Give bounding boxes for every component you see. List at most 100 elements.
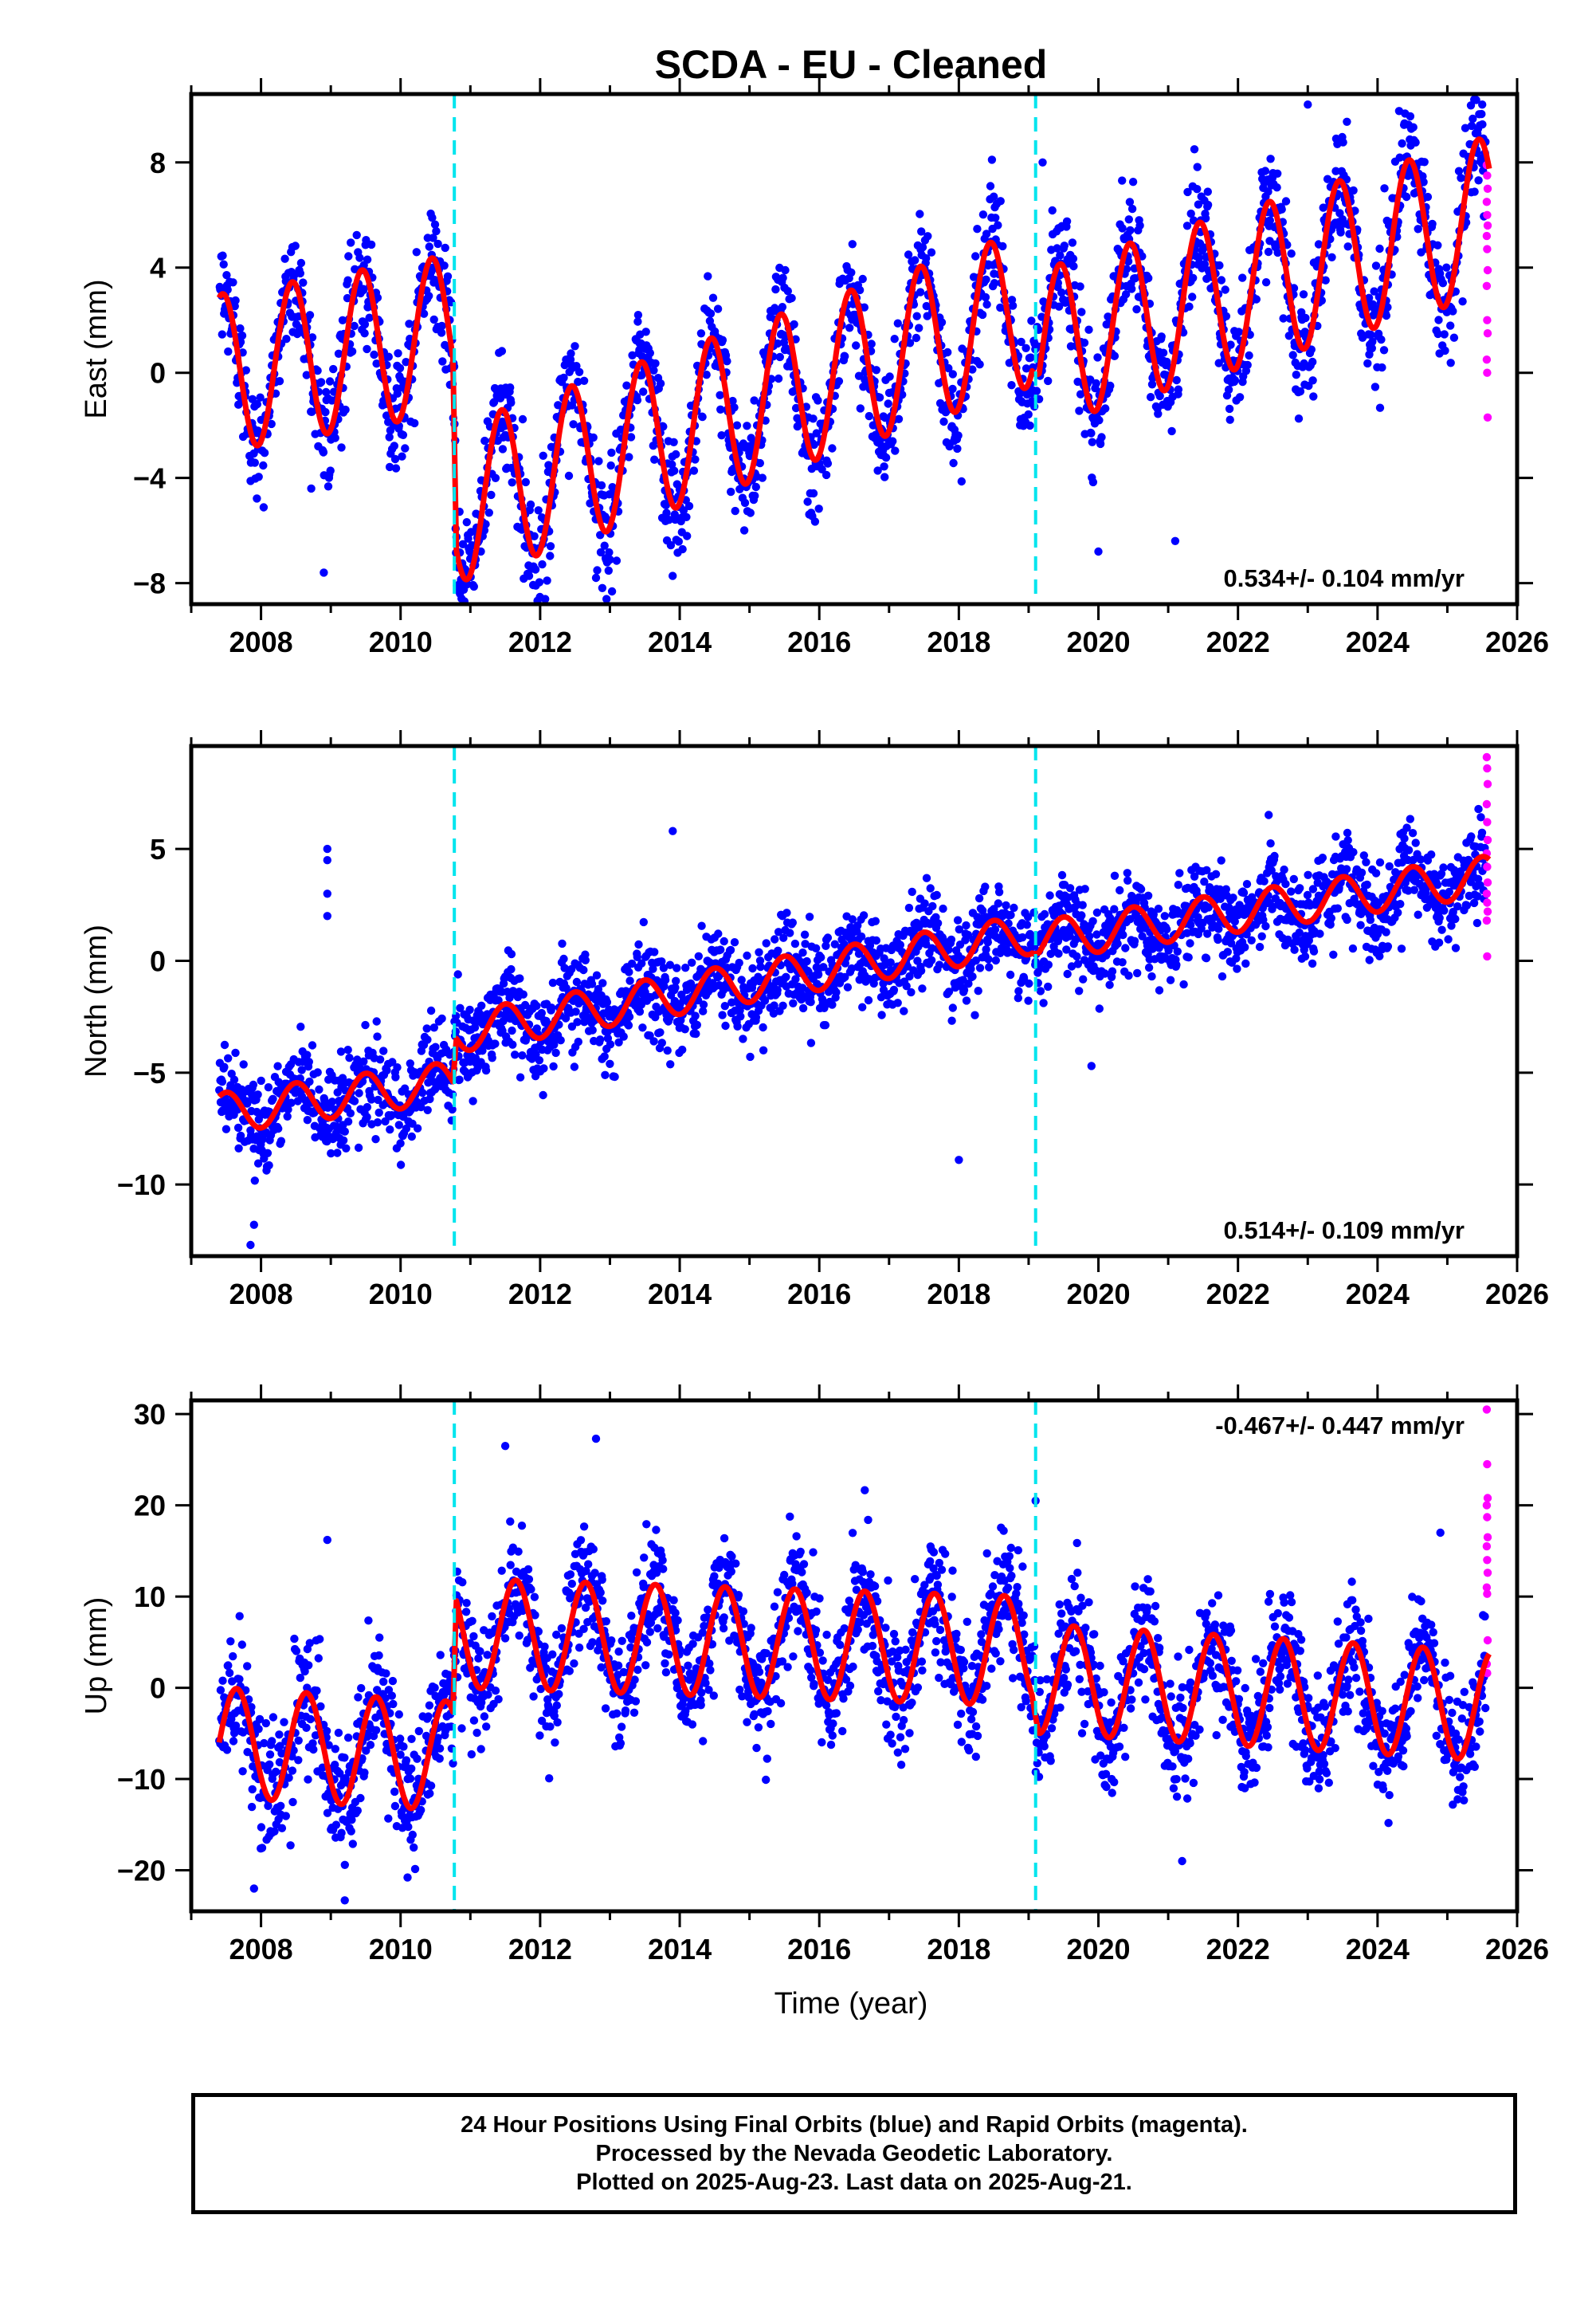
final-orbit-point (1247, 936, 1256, 945)
final-orbit-point (1026, 353, 1035, 362)
final-orbit-point (224, 1054, 233, 1063)
final-orbit-point (639, 917, 648, 927)
final-orbit-point (1394, 908, 1402, 917)
final-orbit-point (223, 285, 232, 294)
final-orbit-point (994, 899, 1003, 908)
final-orbit-point (698, 412, 707, 422)
final-orbit-point (889, 985, 899, 995)
final-orbit-point (939, 904, 947, 913)
final-orbit-point (876, 993, 886, 1002)
final-orbit-point (779, 933, 788, 942)
final-orbit-point (1402, 192, 1411, 202)
final-orbit-point (773, 986, 782, 995)
final-orbit-point (978, 906, 987, 915)
final-orbit-point (903, 962, 912, 971)
final-orbit-point (336, 1047, 346, 1056)
final-orbit-point (1106, 381, 1115, 391)
final-orbit-point (284, 1105, 292, 1114)
final-orbit-point (1186, 939, 1194, 948)
rapid-orbit-point (1483, 171, 1492, 180)
final-orbit-point (574, 377, 582, 387)
final-orbit-point (856, 404, 865, 413)
final-orbit-point (1295, 928, 1304, 937)
final-orbit-point (1457, 174, 1465, 183)
final-orbit-point (665, 516, 673, 524)
final-orbit-point (1193, 163, 1202, 171)
final-orbit-point (393, 1063, 402, 1072)
final-orbit-point (1128, 178, 1138, 187)
final-orbit-point (265, 1160, 273, 1170)
final-orbit-point (559, 373, 568, 383)
final-orbit-point (429, 234, 437, 242)
final-orbit-point (727, 998, 736, 1007)
final-orbit-point (968, 972, 977, 981)
final-orbit-point (778, 1001, 787, 1011)
final-orbit-point (1100, 969, 1110, 978)
final-orbit-point (579, 965, 588, 975)
final-orbit-point (443, 272, 453, 281)
final-orbit-point (1477, 828, 1487, 838)
final-orbit-point (788, 918, 797, 927)
final-orbit-point (625, 976, 634, 985)
final-orbit-point (996, 197, 1005, 206)
final-orbit-point (812, 429, 821, 438)
final-orbit-point (425, 242, 433, 251)
final-orbit-point (708, 293, 718, 302)
final-orbit-point (1057, 288, 1066, 297)
final-orbit-point (1371, 869, 1381, 878)
x-tick-label: 2008 (229, 626, 293, 658)
final-orbit-point (1076, 282, 1084, 291)
final-orbit-point (1367, 330, 1375, 340)
final-orbit-point (1333, 904, 1343, 913)
final-orbit-point (1056, 251, 1065, 260)
final-orbit-point (363, 1113, 371, 1121)
final-orbit-point (1038, 158, 1047, 167)
final-orbit-point (746, 1052, 755, 1062)
final-orbit-point (231, 296, 240, 305)
final-orbit-point (437, 321, 446, 331)
x-tick-label: 2016 (787, 626, 851, 658)
final-orbit-point (774, 946, 782, 956)
final-orbit-point (718, 336, 727, 344)
final-orbit-point (1159, 348, 1168, 357)
final-orbit-point (737, 976, 746, 984)
rapid-orbit-point (1482, 752, 1492, 762)
final-orbit-point (564, 471, 574, 481)
final-orbit-point (625, 968, 633, 976)
final-orbit-point (1264, 247, 1273, 257)
panel-frame (189, 744, 1520, 1259)
final-orbit-point (939, 417, 948, 426)
final-orbit-point (561, 1014, 571, 1023)
final-orbit-point (535, 1056, 544, 1065)
final-orbit-point (1308, 357, 1317, 367)
final-orbit-point (346, 1109, 355, 1118)
final-orbit-point (402, 358, 410, 367)
final-orbit-point (1435, 913, 1444, 923)
final-orbit-point (1105, 980, 1114, 989)
final-orbit-point (1296, 884, 1304, 893)
final-orbit-point (1462, 901, 1472, 910)
final-orbit-point (971, 252, 980, 261)
final-orbit-point (683, 532, 692, 540)
final-orbit-point (639, 387, 648, 396)
final-orbit-point (596, 531, 605, 540)
final-orbit-point (1027, 316, 1036, 325)
final-orbit-point (280, 254, 289, 263)
final-orbit-point (739, 1035, 747, 1043)
final-orbit-point (1062, 945, 1071, 954)
final-orbit-point (237, 331, 247, 340)
x-tick-label: 2026 (1485, 626, 1549, 658)
final-orbit-point (716, 405, 725, 414)
final-orbit-point (1116, 886, 1124, 895)
final-orbit-point (325, 377, 335, 386)
rapid-orbit-point (1483, 316, 1492, 324)
final-orbit-point (1084, 932, 1094, 941)
final-orbit-point (699, 1007, 708, 1015)
final-orbit-point (669, 438, 678, 446)
final-orbit-point (347, 238, 355, 247)
final-orbit-point (1155, 391, 1164, 401)
x-tick-label: 2024 (1346, 626, 1410, 658)
final-orbit-point (1073, 377, 1082, 387)
final-orbit-point (759, 1046, 768, 1055)
final-orbit-point (1442, 263, 1451, 272)
